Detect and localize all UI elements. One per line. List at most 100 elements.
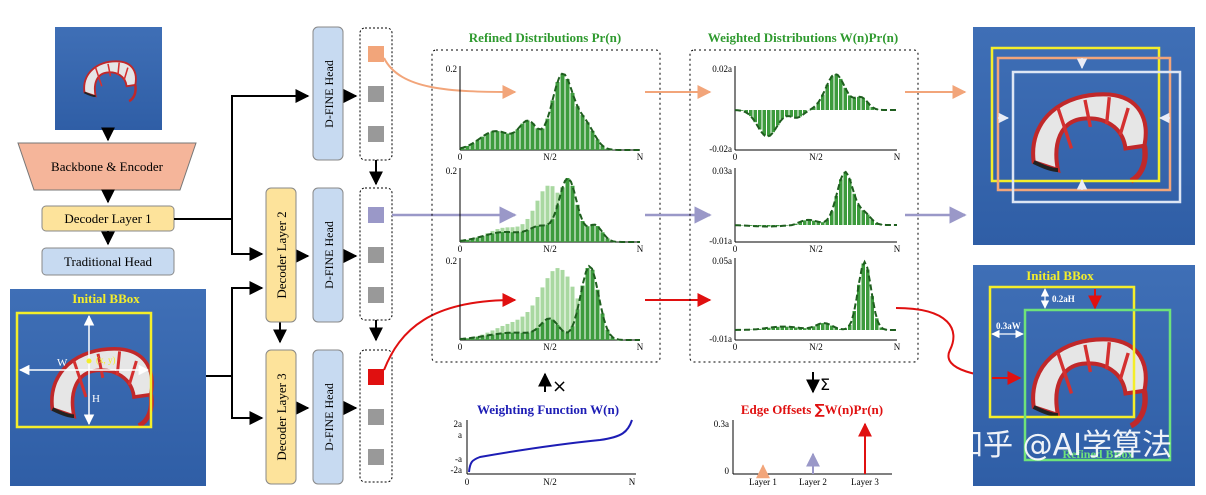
refined-xtick-1-2: N <box>637 152 644 162</box>
refined-bar-2-2 <box>470 238 475 242</box>
decoder3-label: Decoder Layer 3 <box>274 373 289 460</box>
refined-ghost-bar-3-12 <box>520 316 525 340</box>
refined-ghost-bar-3-17 <box>545 278 550 340</box>
weighted-bar-2-15 <box>803 220 807 225</box>
weighted-bar-1-18 <box>816 102 820 110</box>
weighted-bar-1-20 <box>825 84 829 110</box>
weighted-bar-1-17 <box>812 107 816 110</box>
refined-ymax-2: 0.2 <box>446 166 457 176</box>
weighted-bar-1-23 <box>839 78 843 110</box>
refined-bar-1-3 <box>475 140 480 150</box>
refined-bar-2-6 <box>490 233 495 242</box>
dfine-head-3: D-FINE Head <box>312 349 344 485</box>
refined-bar-3-17 <box>545 318 550 340</box>
weighted-bar-2-27 <box>857 204 861 225</box>
offsets-title-sigma: ∑ <box>815 402 825 418</box>
refined-bar-1-10 <box>510 133 515 150</box>
weighted-bar-3-19 <box>821 323 825 330</box>
weighted-bar-3-17 <box>812 326 816 330</box>
refined-bar-2-3 <box>475 237 480 242</box>
refined-bar-1-13 <box>525 120 530 150</box>
refined-bar-1-24 <box>580 115 585 150</box>
weighted-bar-3-18 <box>816 324 820 330</box>
refined-bar-3-24 <box>580 285 585 340</box>
weighting-title: Weighting Function W(n) <box>477 402 619 417</box>
refined-ghost-bar-2-15 <box>535 200 540 242</box>
output-image-top <box>973 27 1195 245</box>
decoder-layer-2-block: Decoder Layer 2 <box>265 187 297 323</box>
refined-bar-1-14 <box>530 123 535 150</box>
refined-bar-3-27 <box>595 289 600 340</box>
weighted-bar-3-5 <box>758 328 762 330</box>
dfine-head-1-label: D-FINE Head <box>322 60 336 128</box>
refined-bar-3-6 <box>490 334 495 340</box>
weighted-bar-3-25 <box>848 325 852 330</box>
pipeline-connectors <box>174 89 383 425</box>
weighted-bar-3-20 <box>825 323 829 330</box>
refined-bar-2-18 <box>550 219 555 242</box>
refined-bar-2-20 <box>560 187 565 242</box>
refined-bar-2-17 <box>545 224 550 242</box>
refined-bar-3-23 <box>575 309 580 340</box>
refined-ghost-bar-2-18 <box>550 186 555 242</box>
w-ytick-neg-a: -a <box>455 454 462 464</box>
refined-bar-1-4 <box>480 136 485 150</box>
weighted-bar-1-27 <box>857 96 861 110</box>
w-ytick-neg-2a: -2a <box>451 465 463 475</box>
refined-bar-3-7 <box>495 333 500 340</box>
weighted-bar-1-28 <box>861 97 865 110</box>
refined-bar-2-23 <box>575 204 580 242</box>
refined-xtick-3-2: N <box>637 342 644 352</box>
refined-bar-2-29 <box>605 238 610 242</box>
refined-bar-3-4 <box>480 336 485 340</box>
weighting-curve <box>468 419 633 473</box>
w-xtick-0: 0 <box>465 477 470 487</box>
weighted-ymax-2: 0.03a <box>712 166 732 176</box>
refined-bar-3-28 <box>600 313 605 340</box>
weighting-function-chart: Weighting Function W(n) 2a a -a -2a 0 N/… <box>451 402 636 487</box>
refined-ghost-bar-3-14 <box>530 305 535 340</box>
refined-ghost-bar-3-15 <box>535 297 540 340</box>
refined-bar-1-2 <box>470 143 475 150</box>
dfine-head-3-label: D-FINE Head <box>322 383 336 451</box>
traditional-head-block: Traditional Head <box>41 247 175 276</box>
refined-bar-3-20 <box>560 330 565 340</box>
weighted-bar-1-5 <box>758 110 762 130</box>
weighted-bar-2-5 <box>758 225 762 227</box>
center-label: (x, y) <box>96 355 116 365</box>
refined-ghost-bar-3-18 <box>550 271 555 340</box>
refined-title: Refined Distributions Pr(n) <box>469 30 621 45</box>
weighted-bar-3-8 <box>771 327 775 330</box>
decoder-layer-3-block: Decoder Layer 3 <box>265 349 297 485</box>
weighted-bar-2-21 <box>830 211 834 225</box>
refined-bar-1-12 <box>520 123 525 150</box>
weighted-xtick-1-2: N <box>894 152 901 162</box>
h-label: H <box>92 393 100 405</box>
weighted-bar-2-11 <box>785 225 789 226</box>
refined-xtick-3-0: 0 <box>458 342 463 352</box>
token-column-1 <box>359 27 393 161</box>
weighted-bar-3-11 <box>785 326 789 330</box>
initial-bbox-title: Initial BBox <box>72 291 140 306</box>
weighted-bar-2-26 <box>852 193 856 225</box>
refined-ghost-bar-3-21 <box>565 276 570 340</box>
weighted-bar-1-3 <box>749 110 753 117</box>
weighted-bar-1-25 <box>848 95 852 110</box>
refined-bar-3-18 <box>550 319 555 340</box>
weighted-xtick-1-0: 0 <box>733 152 738 162</box>
flow-layer3-to-refined <box>383 293 517 371</box>
weighted-bar-2-22 <box>834 195 838 225</box>
initial-bbox-rect <box>15 311 153 429</box>
refined-bar-2-27 <box>595 226 600 242</box>
output-image-bottom: Initial BBox 0.2aH 0.3aW Refined BBox <box>973 265 1195 486</box>
refined-bar-2-14 <box>530 227 535 242</box>
weighted-bar-3-14 <box>798 327 802 330</box>
weighted-curve-3 <box>734 259 897 331</box>
weighted-ymin-2: -0.01a <box>709 236 732 246</box>
refined-bar-1-18 <box>550 100 555 150</box>
refined-bar-2-9 <box>505 231 510 242</box>
weighted-bar-3-16 <box>807 327 811 330</box>
weighted-bar-2-25 <box>848 179 852 225</box>
